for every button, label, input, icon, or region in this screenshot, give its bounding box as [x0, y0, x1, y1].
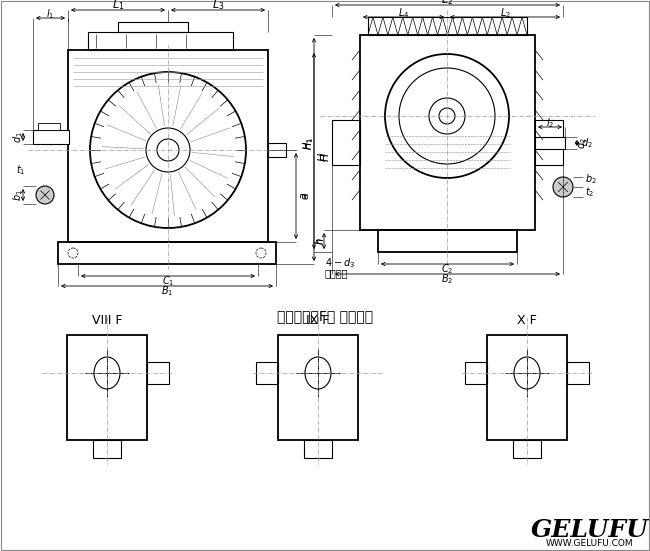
Text: $a$: $a$	[299, 192, 309, 200]
Bar	[332, 120, 360, 165]
Text: IX F: IX F	[306, 314, 330, 327]
Text: $t_2$: $t_2$	[585, 185, 594, 199]
Circle shape	[553, 177, 573, 197]
Text: GELUFU: GELUFU	[531, 518, 649, 542]
Text: $H_1$: $H_1$	[301, 137, 315, 150]
Text: VIII F: VIII F	[92, 314, 122, 327]
Text: $d_2$: $d_2$	[575, 137, 589, 149]
Text: $B_2$: $B_2$	[441, 272, 454, 286]
Text: $L_4$: $L_4$	[398, 6, 410, 20]
Text: X F: X F	[517, 314, 537, 327]
Bar	[368, 17, 527, 35]
Bar	[68, 50, 268, 242]
Text: $L_3$: $L_3$	[212, 0, 224, 12]
Text: $L_2$: $L_2$	[499, 6, 510, 20]
Text: 装配型式（F－ 带风扇）: 装配型式（F－ 带风扇）	[277, 309, 373, 323]
Bar	[93, 440, 121, 458]
Text: 螺栓直径: 螺栓直径	[325, 268, 348, 278]
Bar	[278, 335, 358, 440]
Text: $h$: $h$	[313, 237, 325, 245]
Text: $t_1$: $t_1$	[16, 163, 26, 177]
Text: $H$: $H$	[319, 152, 331, 162]
Text: $l_1$: $l_1$	[46, 7, 55, 21]
Bar	[513, 440, 541, 458]
Bar	[256, 362, 278, 384]
Text: $b_1$: $b_1$	[11, 189, 25, 201]
Bar	[67, 335, 147, 440]
Bar	[268, 143, 286, 157]
Text: $C_2$: $C_2$	[441, 262, 454, 276]
Bar	[33, 130, 69, 144]
Text: $a$: $a$	[301, 192, 311, 200]
Bar	[535, 120, 563, 165]
Bar	[38, 123, 60, 130]
Text: $H$: $H$	[316, 152, 328, 162]
Bar	[304, 440, 332, 458]
Bar	[360, 35, 535, 230]
Text: $b_2$: $b_2$	[585, 172, 597, 186]
Text: $C_1$: $C_1$	[162, 274, 174, 288]
Bar	[378, 230, 517, 252]
Text: $L_2$: $L_2$	[441, 0, 454, 7]
Bar	[58, 242, 276, 264]
Text: $h$: $h$	[314, 237, 326, 245]
Text: $B_1$: $B_1$	[161, 284, 173, 298]
Text: $d_2$: $d_2$	[581, 136, 593, 150]
Bar	[535, 137, 565, 149]
Bar	[465, 362, 487, 384]
Text: $H_1$: $H_1$	[302, 137, 316, 150]
Bar	[567, 362, 589, 384]
Bar	[147, 362, 169, 384]
Bar	[118, 22, 188, 32]
Text: $d_1$: $d_1$	[11, 131, 25, 143]
Text: WWW.GELUFU.COM: WWW.GELUFU.COM	[546, 538, 634, 548]
Circle shape	[36, 186, 54, 204]
Text: $4-d_3$: $4-d_3$	[325, 256, 355, 270]
Bar	[487, 335, 567, 440]
Bar	[88, 32, 233, 50]
Text: $L_1$: $L_1$	[112, 0, 124, 12]
Text: $l_2$: $l_2$	[546, 116, 554, 130]
